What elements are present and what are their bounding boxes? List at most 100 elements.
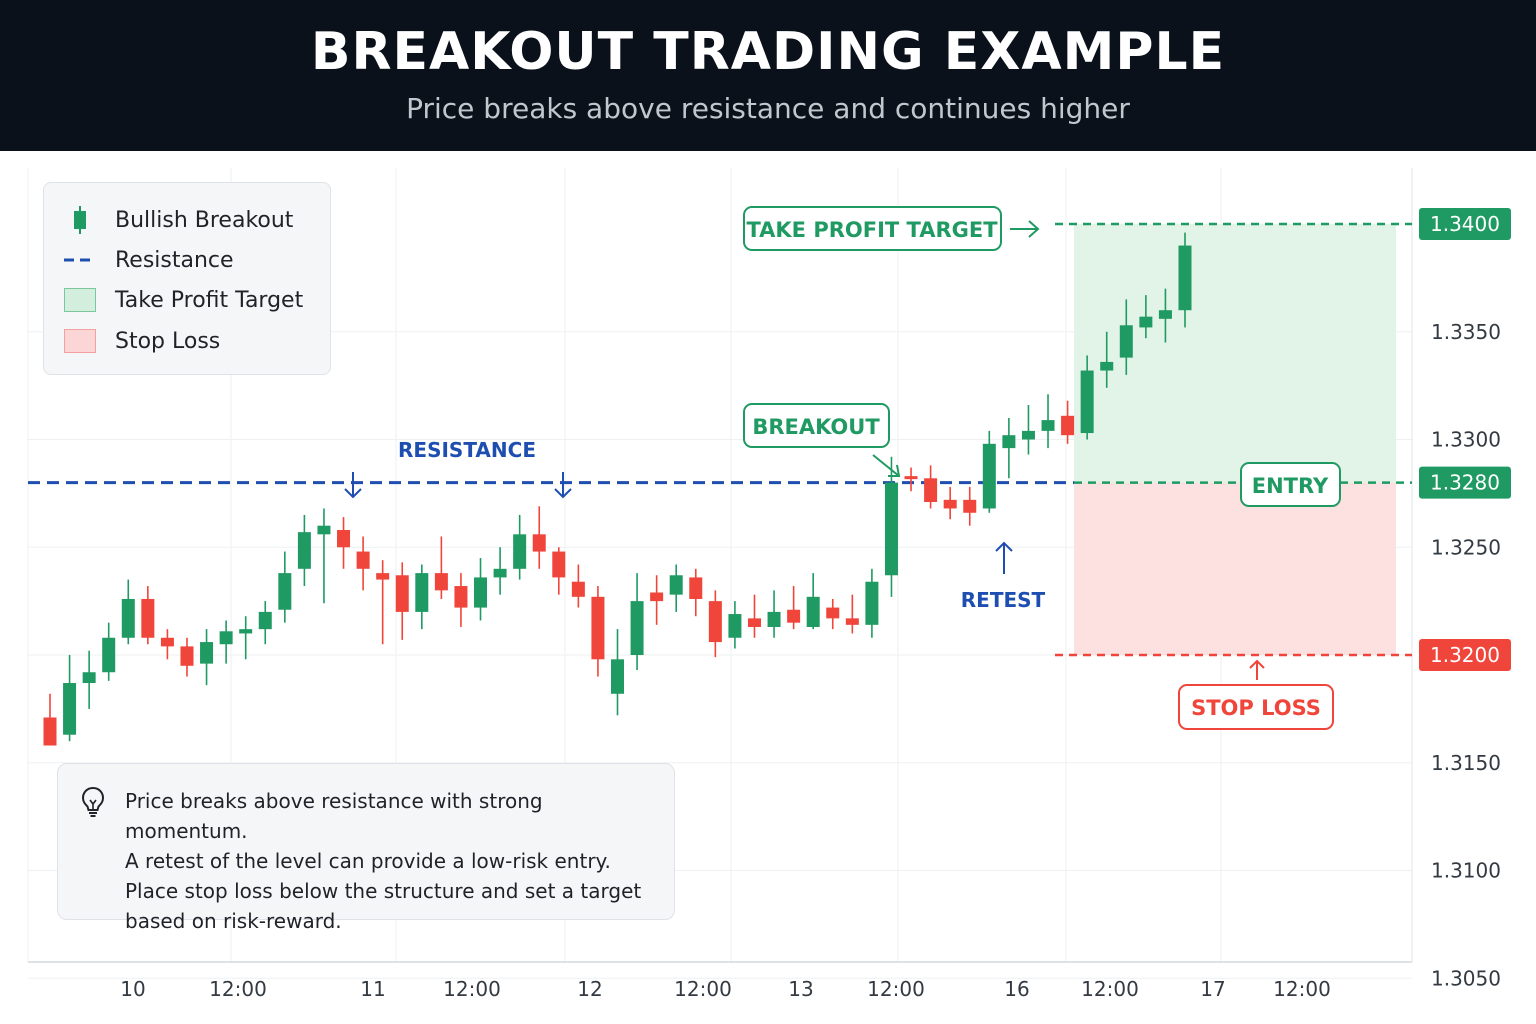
candle-body xyxy=(767,611,781,627)
candle-body xyxy=(611,659,624,694)
legend-label: Stop Loss xyxy=(115,328,221,354)
candle-body xyxy=(434,573,448,591)
y-tick-label: 1.3350 xyxy=(1431,320,1501,344)
x-tick-label: 12:00 xyxy=(867,977,925,1001)
arrow-right-icon xyxy=(1010,220,1040,238)
candle-body xyxy=(845,618,859,625)
candle xyxy=(278,551,292,623)
info-line: based on risk-reward. xyxy=(125,909,342,933)
x-tick-label: 12 xyxy=(577,977,602,1001)
x-tick-label: 17 xyxy=(1200,977,1225,1001)
candle-body xyxy=(395,575,409,612)
candle-body xyxy=(160,637,174,647)
candle-body xyxy=(180,646,194,666)
arrow-down-icon xyxy=(344,472,362,499)
candle xyxy=(43,693,57,746)
candles xyxy=(43,232,1192,746)
take-profit-price-tag: 1.3400 xyxy=(1419,208,1511,240)
candle xyxy=(1002,417,1016,479)
legend-item-bullish-breakout: Bullish Breakout xyxy=(64,205,293,235)
legend-item-stop-loss: Stop Loss xyxy=(64,326,220,356)
candle xyxy=(943,486,957,520)
candle xyxy=(884,456,898,597)
candle xyxy=(806,573,820,630)
stop-loss-zone xyxy=(1074,482,1396,655)
candle xyxy=(63,655,77,742)
x-tick-label: 10 xyxy=(120,977,145,1001)
candle-body xyxy=(63,683,77,735)
candle-body xyxy=(747,618,761,627)
x-tick-label: 13 xyxy=(788,977,813,1001)
candle xyxy=(591,586,605,677)
y-tick-label: 1.3300 xyxy=(1431,428,1501,452)
candle xyxy=(1158,288,1172,343)
green-candle-icon xyxy=(64,206,96,234)
candle-body xyxy=(1041,420,1055,431)
candle xyxy=(219,620,233,664)
stop-loss-price-tag: 1.3200 xyxy=(1419,639,1511,671)
candle-body xyxy=(1139,316,1153,328)
candle-body xyxy=(865,581,879,625)
stop-loss-annotation-label: STOP LOSS xyxy=(1191,696,1321,720)
candle xyxy=(1119,299,1133,375)
candle-body xyxy=(141,598,155,638)
candle-body xyxy=(1158,310,1172,319)
lightbulb-icon xyxy=(80,786,106,818)
candle-body xyxy=(317,525,331,535)
take-profit-annotation: TAKE PROFIT TARGET xyxy=(743,206,1040,251)
candle-body xyxy=(1021,430,1035,440)
candle-body xyxy=(258,611,272,630)
info-line: Price breaks above resistance with stron… xyxy=(125,789,543,843)
candle-body xyxy=(924,478,938,502)
resistance-annotation-label: RESISTANCE xyxy=(398,438,536,462)
candle-body xyxy=(669,575,683,595)
candle-body xyxy=(356,551,370,569)
candle xyxy=(1139,295,1153,339)
candle-body xyxy=(43,717,57,746)
green-box-icon xyxy=(64,288,96,312)
take-profit-annotation-label: TAKE PROFIT TARGET xyxy=(746,218,998,242)
candle xyxy=(689,568,703,617)
candle xyxy=(1178,232,1192,328)
candle-body xyxy=(474,577,488,608)
candle-body xyxy=(650,592,664,602)
x-axis: 10 12:00 11 12:00 12 12:00 13 12:00 16 12:00 17 12:… xyxy=(120,977,1331,1001)
legend: Bullish Breakout Resistance Take Profit … xyxy=(43,182,331,375)
candle xyxy=(708,590,722,658)
candle xyxy=(532,506,546,569)
candle xyxy=(865,568,879,638)
candle xyxy=(552,547,566,595)
candle xyxy=(845,594,859,634)
blue-dashed-line-icon xyxy=(64,248,96,272)
trade-zones xyxy=(1074,224,1396,655)
candle-body xyxy=(806,596,820,627)
candle-body xyxy=(904,476,918,480)
entry-annotation-label: ENTRY xyxy=(1252,474,1329,498)
candle xyxy=(141,586,155,645)
candle-body xyxy=(1002,435,1016,449)
candle xyxy=(454,573,468,627)
y-tick-label: 1.3050 xyxy=(1431,966,1501,990)
candle xyxy=(356,536,370,591)
candle xyxy=(1021,405,1035,455)
entry-price-tag: 1.3280 xyxy=(1419,466,1511,499)
candle-body xyxy=(337,530,351,548)
candle xyxy=(434,536,448,599)
arrow-down-icon xyxy=(554,472,572,499)
candle xyxy=(630,573,644,671)
info-line: Place stop loss below the structure and … xyxy=(125,879,642,903)
candle xyxy=(571,564,585,608)
candle-body xyxy=(513,534,527,569)
candle-body xyxy=(787,609,801,623)
candle xyxy=(376,560,390,645)
candle xyxy=(317,508,331,604)
info-line: A retest of the level can provide a low-… xyxy=(125,849,611,873)
candle xyxy=(337,517,351,569)
candle xyxy=(982,430,996,513)
candle xyxy=(493,547,507,595)
candle xyxy=(102,622,116,681)
candle-body xyxy=(591,596,605,660)
candle-body xyxy=(708,601,722,643)
y-tick-label: 1.3150 xyxy=(1431,751,1501,775)
candle-body xyxy=(1178,245,1192,311)
